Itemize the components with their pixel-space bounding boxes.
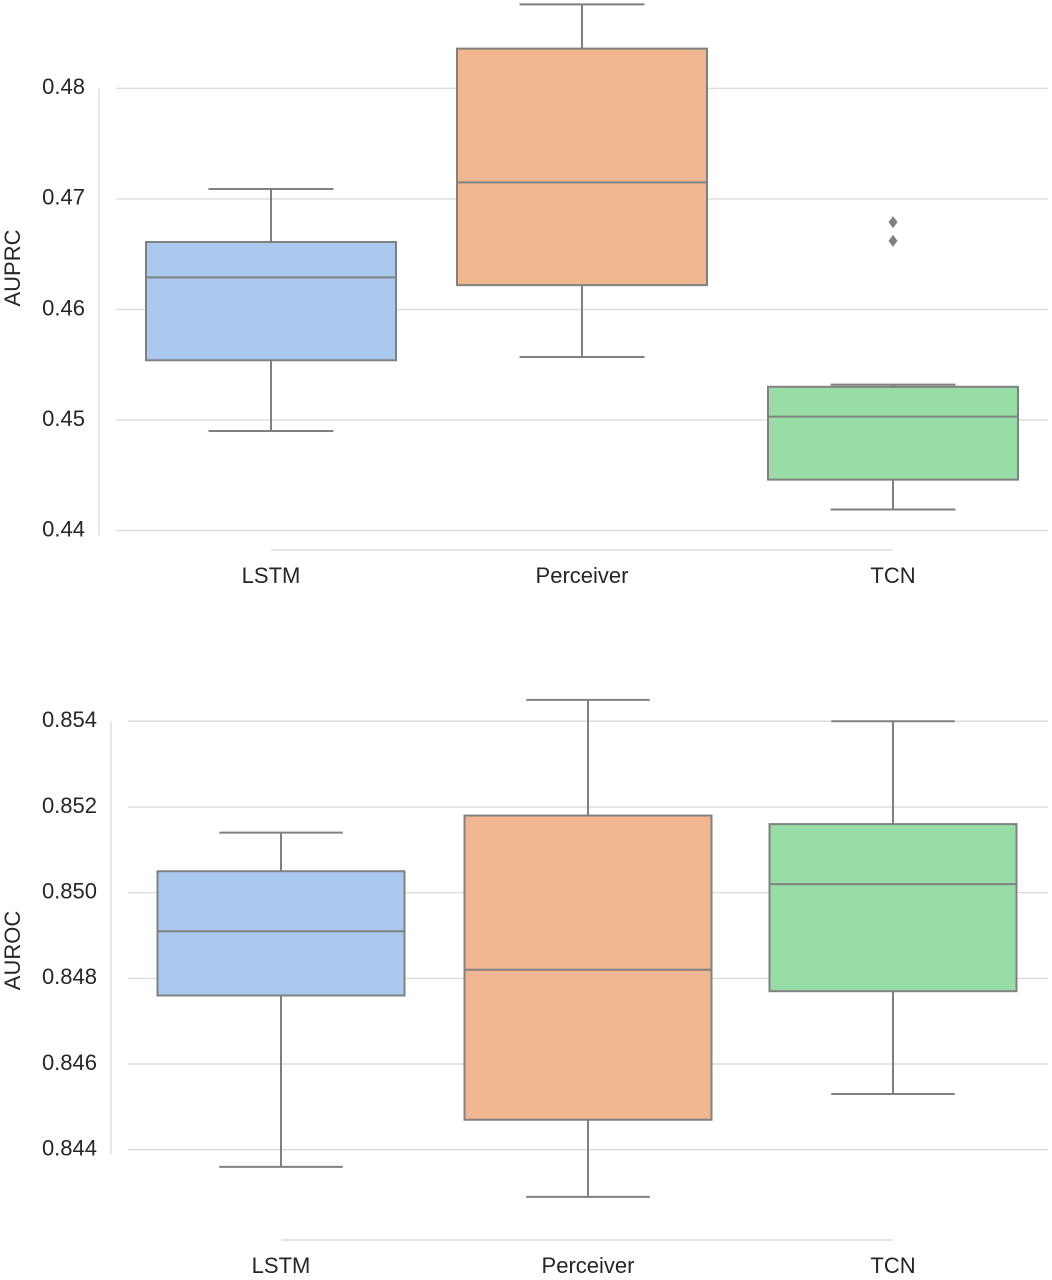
box: [463, 814, 713, 1121]
y-tick-label: 0.44: [42, 516, 85, 541]
y-tick-label: 0.45: [42, 406, 85, 431]
y-tick-label: 0.846: [42, 1050, 97, 1075]
y-axis-label: AUROC: [0, 911, 25, 991]
x-tick-label: TCN: [870, 563, 915, 588]
flier: [888, 234, 898, 247]
y-tick-label: 0.852: [42, 793, 97, 818]
y-tick-label: 0.850: [42, 878, 97, 903]
box: [156, 870, 406, 997]
x-tick-label: Perceiver: [536, 563, 629, 588]
flier: [888, 216, 898, 229]
x-tick-label: TCN: [870, 1253, 915, 1278]
y-tick-label: 0.848: [42, 964, 97, 989]
box: [767, 385, 1019, 481]
x-tick-label: LSTM: [242, 563, 301, 588]
y-tick-label: 0.47: [42, 185, 85, 210]
y-axis-label: AUPRC: [0, 229, 25, 306]
x-tick-label: Perceiver: [542, 1253, 635, 1278]
y-tick-label: 0.844: [42, 1136, 97, 1161]
x-tick-label: LSTM: [252, 1253, 311, 1278]
box: [145, 241, 397, 362]
box: [456, 47, 708, 287]
y-tick-label: 0.48: [42, 74, 85, 99]
y-tick-label: 0.46: [42, 295, 85, 320]
box: [768, 823, 1018, 993]
y-tick-label: 0.854: [42, 707, 97, 732]
